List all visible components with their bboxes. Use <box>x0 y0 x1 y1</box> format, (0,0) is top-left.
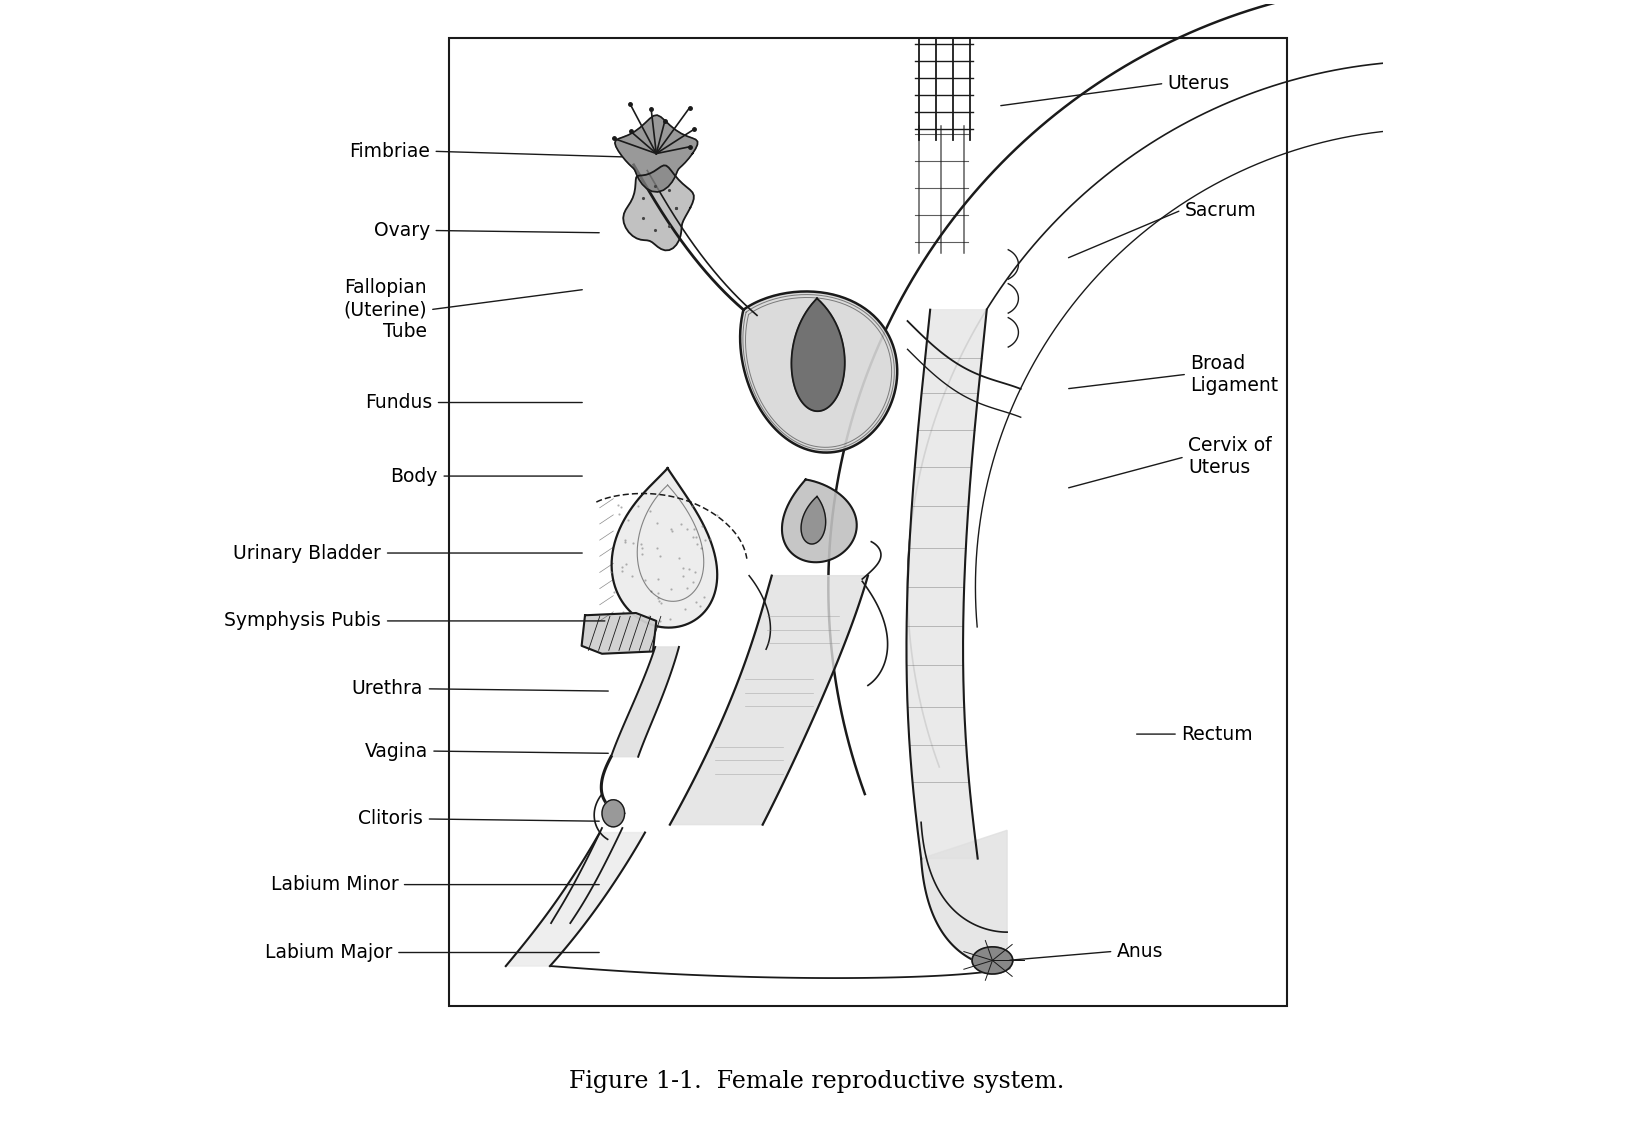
Text: Broad
Ligament: Broad Ligament <box>1191 353 1278 394</box>
Bar <box>449 38 1286 1005</box>
Text: Figure 1-1.  Female reproductive system.: Figure 1-1. Female reproductive system. <box>569 1070 1065 1093</box>
Polygon shape <box>783 480 856 562</box>
Text: Sacrum: Sacrum <box>1185 201 1257 220</box>
Text: Vagina: Vagina <box>364 741 428 760</box>
Polygon shape <box>907 310 987 858</box>
Polygon shape <box>582 613 657 653</box>
Text: Uterus: Uterus <box>1168 74 1230 92</box>
Polygon shape <box>740 292 897 453</box>
Text: Urethra: Urethra <box>351 679 423 699</box>
Polygon shape <box>611 469 717 628</box>
Text: Fundus: Fundus <box>364 393 433 412</box>
Polygon shape <box>614 115 698 192</box>
Text: Urinary Bladder: Urinary Bladder <box>234 544 381 562</box>
Text: Labium Minor: Labium Minor <box>271 876 399 894</box>
Polygon shape <box>623 165 694 251</box>
Text: Clitoris: Clitoris <box>358 809 423 829</box>
Polygon shape <box>670 576 868 824</box>
Text: Fallopian
(Uterine)
Tube: Fallopian (Uterine) Tube <box>343 278 426 341</box>
Text: Body: Body <box>391 466 438 486</box>
Polygon shape <box>507 832 645 966</box>
Text: Anus: Anus <box>1118 942 1163 961</box>
Polygon shape <box>972 947 1013 974</box>
Polygon shape <box>922 830 1007 968</box>
Polygon shape <box>611 648 680 757</box>
Polygon shape <box>601 800 624 826</box>
Text: Fimbriae: Fimbriae <box>350 141 430 161</box>
Text: Rectum: Rectum <box>1181 725 1253 743</box>
Polygon shape <box>791 299 845 412</box>
Text: Symphysis Pubis: Symphysis Pubis <box>224 611 381 630</box>
Text: Ovary: Ovary <box>374 221 430 241</box>
Polygon shape <box>801 496 825 544</box>
Text: Labium Major: Labium Major <box>265 943 392 962</box>
Text: Cervix of
Uterus: Cervix of Uterus <box>1188 437 1271 478</box>
